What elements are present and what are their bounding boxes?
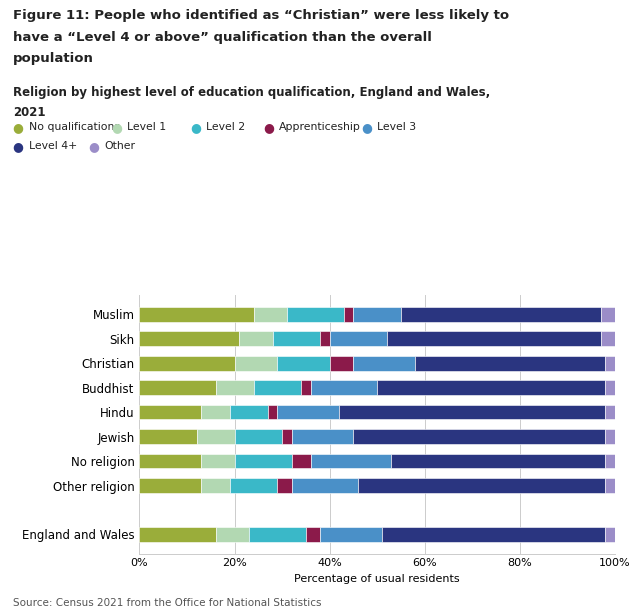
- Text: ●: ●: [13, 121, 23, 134]
- Bar: [387, 331, 601, 346]
- Text: Source: Census 2021 from the Office for National Statistics: Source: Census 2021 from the Office for …: [13, 598, 321, 608]
- Bar: [254, 380, 301, 395]
- Bar: [249, 527, 306, 542]
- Bar: [301, 380, 311, 395]
- Text: ●: ●: [89, 140, 100, 153]
- Bar: [216, 380, 254, 395]
- Text: have a “Level 4 or above” qualification than the overall: have a “Level 4 or above” qualification …: [13, 31, 432, 44]
- Bar: [139, 356, 235, 370]
- Bar: [278, 405, 339, 419]
- Bar: [273, 331, 320, 346]
- Bar: [139, 527, 216, 542]
- Text: 2021: 2021: [13, 106, 45, 119]
- Bar: [377, 380, 605, 395]
- Bar: [320, 331, 330, 346]
- Bar: [216, 527, 249, 542]
- Bar: [230, 478, 278, 493]
- Text: ●: ●: [13, 140, 23, 153]
- Bar: [382, 527, 605, 542]
- Bar: [139, 478, 201, 493]
- Bar: [287, 307, 344, 322]
- Bar: [235, 429, 282, 444]
- Bar: [292, 454, 311, 469]
- Bar: [605, 405, 615, 419]
- Bar: [605, 429, 615, 444]
- Bar: [201, 454, 235, 469]
- Bar: [354, 307, 401, 322]
- Bar: [311, 380, 377, 395]
- Bar: [268, 405, 278, 419]
- Text: Level 3: Level 3: [377, 122, 417, 132]
- Bar: [358, 478, 605, 493]
- Bar: [415, 356, 605, 370]
- Bar: [230, 405, 268, 419]
- Bar: [605, 527, 615, 542]
- Bar: [605, 380, 615, 395]
- Text: Figure 11: People who identified as “Christian” were less likely to: Figure 11: People who identified as “Chr…: [13, 9, 509, 22]
- Text: Level 4+: Level 4+: [29, 141, 77, 151]
- Text: ●: ●: [111, 121, 122, 134]
- Bar: [292, 429, 354, 444]
- Bar: [354, 429, 605, 444]
- Bar: [605, 454, 615, 469]
- Bar: [239, 331, 273, 346]
- Bar: [292, 478, 358, 493]
- Bar: [139, 380, 216, 395]
- Text: ●: ●: [190, 121, 201, 134]
- Text: Religion by highest level of education qualification, England and Wales,: Religion by highest level of education q…: [13, 86, 490, 99]
- Bar: [311, 454, 391, 469]
- Bar: [320, 527, 382, 542]
- Text: Level 2: Level 2: [206, 122, 245, 132]
- Text: ●: ●: [263, 121, 274, 134]
- Bar: [605, 478, 615, 493]
- Bar: [235, 454, 292, 469]
- Bar: [354, 356, 415, 370]
- Bar: [201, 405, 230, 419]
- Bar: [235, 356, 278, 370]
- Bar: [139, 429, 197, 444]
- Bar: [254, 307, 287, 322]
- Text: No qualifications: No qualifications: [29, 122, 120, 132]
- Bar: [605, 356, 615, 370]
- Bar: [139, 405, 201, 419]
- Bar: [344, 307, 354, 322]
- Bar: [391, 454, 605, 469]
- Bar: [339, 405, 605, 419]
- Bar: [139, 307, 254, 322]
- Text: population: population: [13, 52, 94, 65]
- Bar: [197, 429, 235, 444]
- X-axis label: Percentage of usual residents: Percentage of usual residents: [294, 574, 460, 584]
- Text: ●: ●: [361, 121, 372, 134]
- Text: Level 1: Level 1: [127, 122, 166, 132]
- Bar: [139, 331, 239, 346]
- Text: Apprenticeship: Apprenticeship: [279, 122, 361, 132]
- Bar: [282, 429, 292, 444]
- Bar: [201, 478, 230, 493]
- Bar: [601, 331, 615, 346]
- Bar: [330, 331, 387, 346]
- Bar: [306, 527, 320, 542]
- Bar: [601, 307, 615, 322]
- Bar: [278, 356, 330, 370]
- Bar: [330, 356, 353, 370]
- Bar: [139, 454, 201, 469]
- Bar: [278, 478, 292, 493]
- Text: Other: Other: [105, 141, 136, 151]
- Bar: [401, 307, 601, 322]
